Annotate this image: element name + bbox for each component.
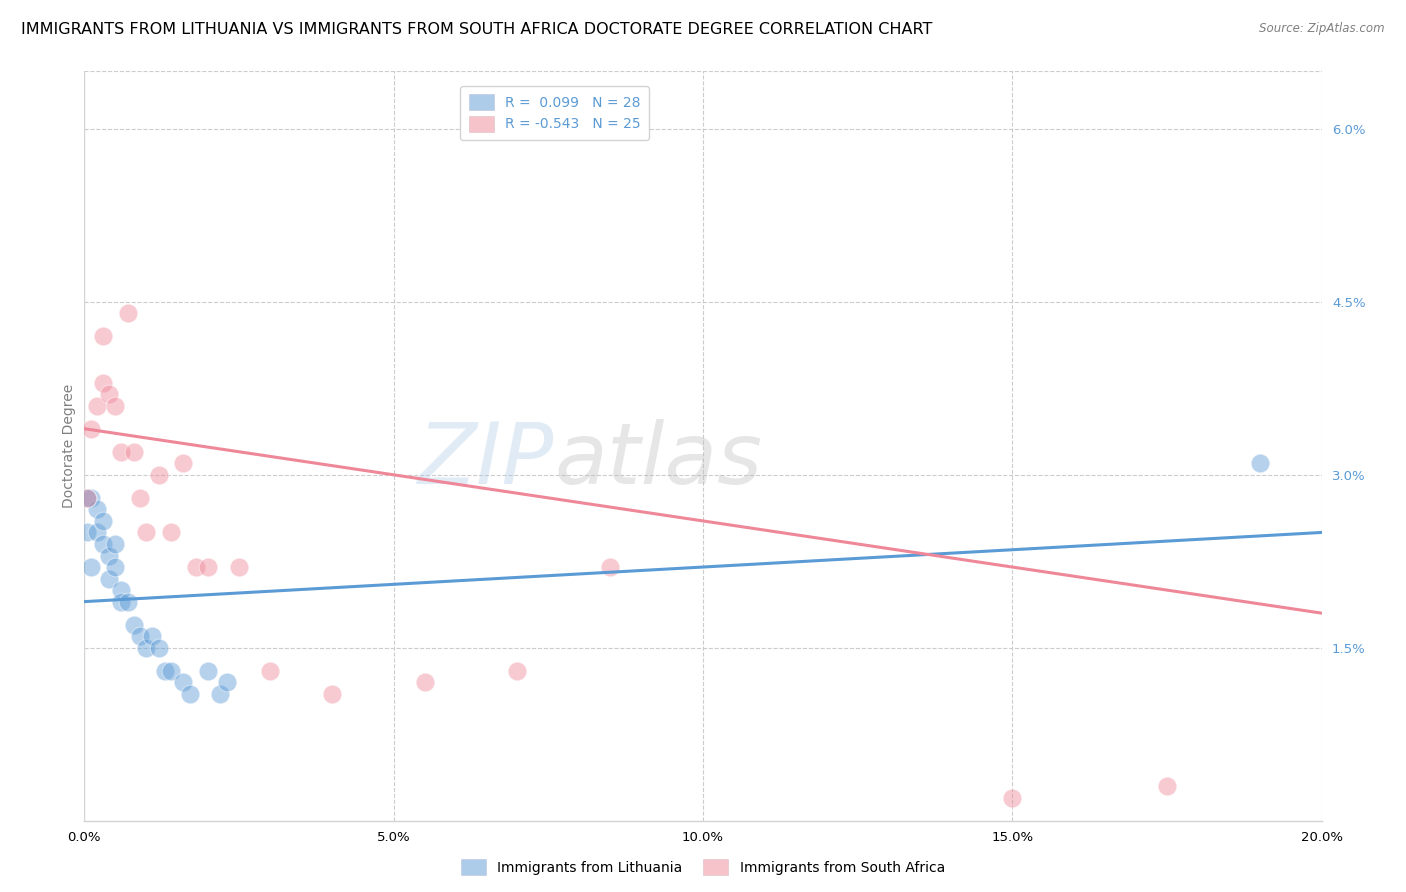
Point bbox=[184, 560, 207, 574]
Point bbox=[129, 629, 152, 643]
Point bbox=[79, 560, 101, 574]
Point bbox=[259, 664, 281, 678]
Point bbox=[117, 306, 139, 320]
Point bbox=[110, 583, 132, 598]
Point bbox=[79, 422, 101, 436]
Point bbox=[197, 560, 219, 574]
Point bbox=[76, 525, 98, 540]
Point bbox=[172, 675, 194, 690]
Text: atlas: atlas bbox=[554, 419, 762, 502]
Point bbox=[98, 549, 121, 563]
Point bbox=[215, 675, 238, 690]
Point bbox=[110, 444, 132, 458]
Point bbox=[413, 675, 436, 690]
Point bbox=[79, 491, 101, 505]
Point bbox=[86, 399, 108, 413]
Point bbox=[76, 491, 98, 505]
Point bbox=[1156, 779, 1178, 793]
Point bbox=[122, 617, 145, 632]
Point bbox=[506, 664, 529, 678]
Point bbox=[91, 514, 114, 528]
Point bbox=[179, 687, 201, 701]
Point bbox=[91, 329, 114, 343]
Point bbox=[104, 537, 127, 551]
Point bbox=[104, 399, 127, 413]
Point bbox=[98, 572, 121, 586]
Point bbox=[172, 456, 194, 470]
Point bbox=[160, 525, 183, 540]
Legend: R =  0.099   N = 28, R = -0.543   N = 25: R = 0.099 N = 28, R = -0.543 N = 25 bbox=[460, 86, 648, 140]
Point bbox=[91, 376, 114, 390]
Point bbox=[86, 502, 108, 516]
Point bbox=[135, 525, 157, 540]
Point bbox=[1249, 456, 1271, 470]
Point bbox=[141, 629, 163, 643]
Point bbox=[117, 594, 139, 608]
Point bbox=[104, 560, 127, 574]
Point bbox=[122, 444, 145, 458]
Point bbox=[148, 467, 170, 482]
Point bbox=[110, 594, 132, 608]
Point bbox=[86, 525, 108, 540]
Point bbox=[76, 491, 98, 505]
Point bbox=[228, 560, 250, 574]
Text: IMMIGRANTS FROM LITHUANIA VS IMMIGRANTS FROM SOUTH AFRICA DOCTORATE DEGREE CORRE: IMMIGRANTS FROM LITHUANIA VS IMMIGRANTS … bbox=[21, 22, 932, 37]
Point bbox=[1001, 790, 1024, 805]
Point bbox=[153, 664, 176, 678]
Point bbox=[599, 560, 621, 574]
Point bbox=[135, 640, 157, 655]
Point bbox=[91, 537, 114, 551]
Point bbox=[129, 491, 152, 505]
Point bbox=[160, 664, 183, 678]
Point bbox=[321, 687, 343, 701]
Legend: Immigrants from Lithuania, Immigrants from South Africa: Immigrants from Lithuania, Immigrants fr… bbox=[456, 854, 950, 880]
Point bbox=[98, 387, 121, 401]
Text: ZIP: ZIP bbox=[418, 419, 554, 502]
Point bbox=[197, 664, 219, 678]
Y-axis label: Doctorate Degree: Doctorate Degree bbox=[62, 384, 76, 508]
Point bbox=[209, 687, 232, 701]
Text: Source: ZipAtlas.com: Source: ZipAtlas.com bbox=[1260, 22, 1385, 36]
Point bbox=[148, 640, 170, 655]
